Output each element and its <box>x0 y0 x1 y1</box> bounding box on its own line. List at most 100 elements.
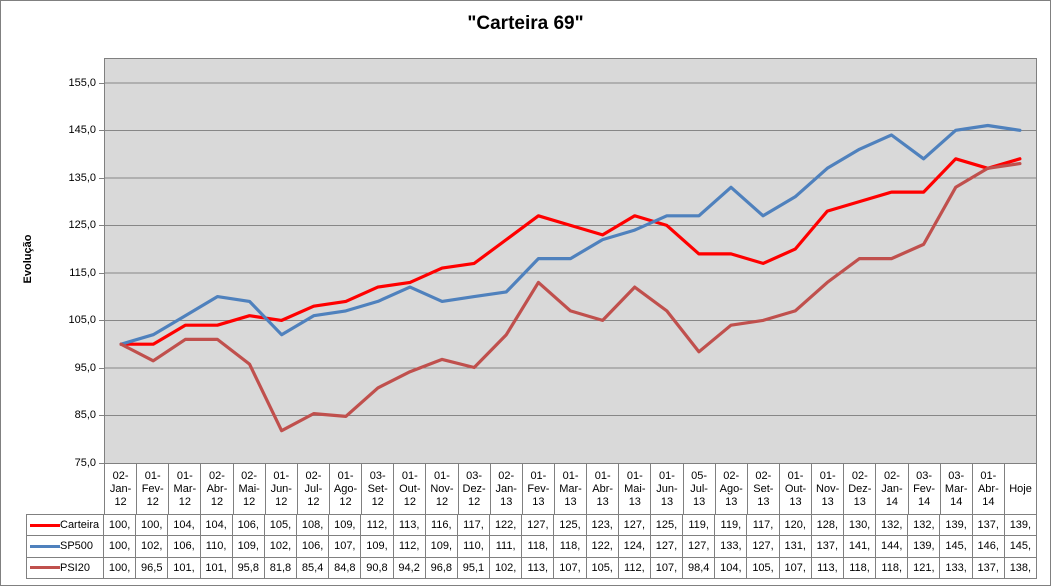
table-cell: 127, <box>619 515 651 536</box>
x-axis-label-cell: Hoje <box>1005 464 1038 514</box>
table-cell: 94,2 <box>394 557 426 578</box>
legend-line-swatch <box>30 523 60 527</box>
x-axis-label-line: 13 <box>789 495 802 508</box>
table-cell: 120, <box>780 515 812 536</box>
x-axis-label-line: 05- <box>691 469 708 482</box>
table-cell: 96,8 <box>426 557 458 578</box>
x-axis-label-line: Out- <box>784 482 807 495</box>
table-cell: 105, <box>587 557 619 578</box>
legend-label: Carteira <box>60 519 100 532</box>
x-axis-label-line: Abr- <box>977 482 999 495</box>
table-cell: 132, <box>876 515 909 536</box>
x-axis-label-line: Jan- <box>495 482 517 495</box>
x-axis-label-line: 13 <box>853 495 866 508</box>
table-cell: 139, <box>940 515 973 536</box>
y-tick-mark <box>99 320 104 322</box>
table-cell: 118, <box>844 557 877 578</box>
table-cell: 101, <box>168 557 201 578</box>
x-axis-label-line: 01- <box>562 469 579 482</box>
table-cell: 145, <box>940 536 973 557</box>
y-tick-label: 85,0 <box>74 409 96 422</box>
y-tick-label: 95,0 <box>74 361 96 374</box>
x-axis-label-line: Out- <box>399 482 421 495</box>
table-cell: 108, <box>297 515 330 536</box>
table-cell: 138, <box>1009 561 1032 574</box>
x-axis-label-line: Jan- <box>881 482 903 495</box>
table-cell: 102, <box>265 536 298 557</box>
x-axis-label-line: 12 <box>339 495 352 508</box>
legend-key-sp500: SP500 <box>27 536 104 557</box>
x-axis-label-cell: 03- Set- 12 <box>362 464 395 514</box>
plot-svg <box>105 82 1036 433</box>
x-axis-label-cell: 02- Jul- 12 <box>298 464 330 514</box>
x-axis-label-line: Jan- <box>109 482 132 495</box>
table-cell: 118, <box>554 536 587 557</box>
table-cell: 117, <box>458 515 491 536</box>
x-axis-label-line: 14 <box>982 495 995 508</box>
series-line-psi20 <box>119 161 1022 433</box>
table-cell: 146, <box>973 536 1005 557</box>
x-axis-label-line: 12 <box>178 495 191 508</box>
x-axis-label-cell: 03- Mar- 14 <box>941 464 973 514</box>
table-cell: 124, <box>619 536 651 557</box>
table-cell: 90,8 <box>361 557 394 578</box>
x-axis-label-cell: 01- Ago- 12 <box>330 464 363 514</box>
x-axis-label-cell: 05- Jul- 13 <box>684 464 716 514</box>
table-cell: 119, <box>683 515 716 536</box>
x-axis-label-cell: 02- Ago- 13 <box>716 464 748 514</box>
table-cell: 107, <box>329 536 362 557</box>
table-row-psi20: PSI20 100, 96,5 101, 101, 95,8 81,8 85,4 84,8 90,… <box>27 557 1036 578</box>
x-axis-label-line: Nov- <box>430 482 454 495</box>
x-axis-label-cell: 01- Nov- 13 <box>812 464 845 514</box>
x-axis-label-line: Fev- <box>527 482 550 495</box>
x-axis-label-line: 01- <box>434 469 450 482</box>
chart-title: "Carteira 69" <box>467 13 584 34</box>
table-cell: 127, <box>683 536 716 557</box>
table-cell: 104, <box>168 515 201 536</box>
x-axis-label-cell: 02- Mai- 12 <box>234 464 266 514</box>
x-axis-label-cell: 02- Jan- 14 <box>876 464 909 514</box>
x-axis-label-cell: 01- Fev- 12 <box>137 464 170 514</box>
x-axis-label-line: 02- <box>851 469 868 482</box>
table-cell: 119, <box>715 515 748 536</box>
table-cell: 106, <box>233 515 265 536</box>
x-axis-label-line: 13 <box>596 495 609 508</box>
x-axis-label-line: 13 <box>692 495 706 508</box>
y-tick-label: 75,0 <box>74 457 96 469</box>
table-cell: 122, <box>490 515 523 536</box>
x-axis-label-line: Jul- <box>690 482 708 495</box>
x-axis-label-line: 01- <box>337 469 354 482</box>
x-axis-label-line: Abr- <box>592 482 614 495</box>
x-axis-label-line: 12 <box>435 495 449 508</box>
table-cell: 113, <box>522 557 555 578</box>
y-tick-mark <box>99 177 104 179</box>
table-cell: 128, <box>812 515 844 536</box>
x-axis-label-line: 13 <box>757 495 770 508</box>
x-axis-label-line: Mai- <box>238 482 260 495</box>
table-cell: 105, <box>265 515 298 536</box>
table-cell: 118, <box>876 557 909 578</box>
x-axis-label-line: Ago- <box>333 482 358 495</box>
table-cell: 112, <box>619 557 651 578</box>
x-axis-label-line: 02- <box>209 469 225 482</box>
table-cell: 109, <box>361 536 394 557</box>
x-axis-label-line: 12 <box>467 495 481 508</box>
y-tick-label: 105,0 <box>68 314 96 327</box>
table-cell: 106, <box>168 536 201 557</box>
x-axis-label-line: Fev- <box>141 482 164 495</box>
x-axis-label-cell: 01- Mar- 13 <box>555 464 588 514</box>
x-axis-label-line: 01- <box>787 469 804 482</box>
x-axis-label-cell: 01- Jun- 12 <box>266 464 298 514</box>
x-axis-label-line: 02- <box>755 469 772 482</box>
table-cell: 107, <box>651 557 684 578</box>
table-cell: 109, <box>426 536 458 557</box>
y-tick-label: 155,0 <box>68 76 96 89</box>
y-tick-label: 135,0 <box>68 171 96 184</box>
table-cell: 133, <box>940 557 973 578</box>
x-axis-label-line: Jul- <box>304 482 323 495</box>
x-axis-label-line: Ago- <box>719 482 743 495</box>
table-cell: 81,8 <box>265 557 298 578</box>
table-cell: 137, <box>973 557 1005 578</box>
y-axis-title: Evolução <box>22 234 34 284</box>
